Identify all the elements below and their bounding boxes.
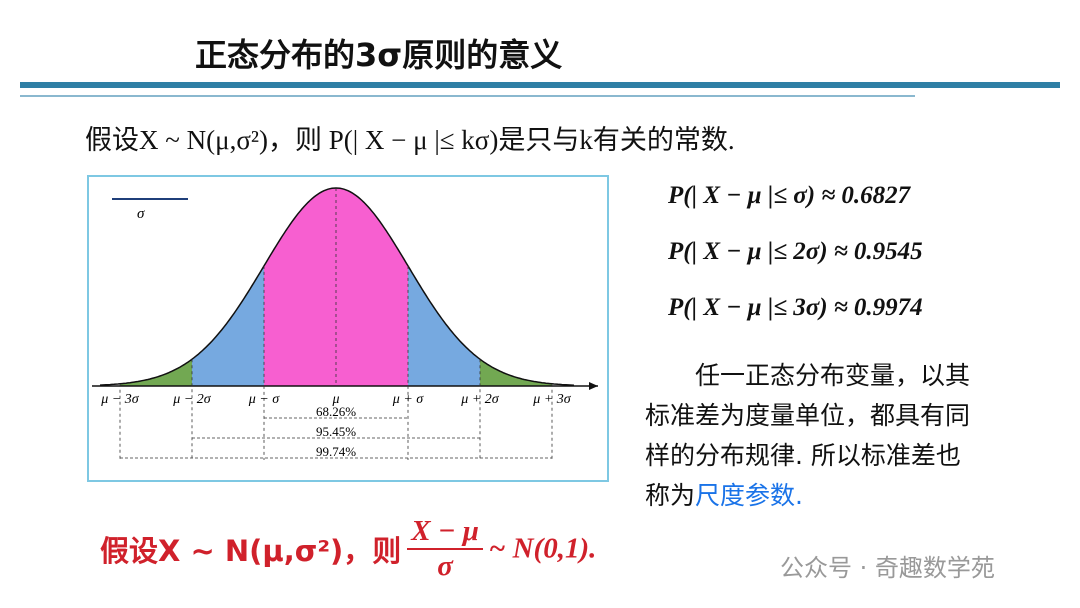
period: .: [795, 481, 803, 510]
axis-label: μ + σ: [392, 392, 424, 407]
header-rule: [20, 82, 1060, 97]
numerator: X − μ: [407, 515, 483, 550]
curve: [99, 187, 575, 386]
watermark: 公众号 · 奇趣数学苑: [780, 554, 995, 582]
region: [480, 359, 552, 386]
statement: 假设X ~ N(μ,σ²)，则 P(| X − μ |≤ kσ)是只与k有关的常…: [85, 125, 735, 155]
tail: ~ N(0,1).: [488, 532, 597, 565]
formula: P(| X − μ |≤ 2σ) ≈ 0.9545: [668, 238, 923, 265]
arrow: [589, 382, 598, 390]
interval-label: 68.26%: [316, 404, 356, 419]
region: [120, 359, 192, 386]
normal-figure: σ μ − 3σ μ − 2σ μ − σ μ μ + σ μ + 2σ μ + 3σ 68.…: [87, 175, 609, 482]
axis-label: μ + 2σ: [460, 392, 499, 407]
highlight: 尺度参数: [695, 481, 796, 510]
formula: P(| X − μ |≤ 3σ) ≈ 0.9974: [668, 294, 923, 321]
axis-label: μ − 3σ: [100, 392, 139, 407]
axis-label: μ: [331, 392, 339, 407]
bottom-formula: 假设X ~ N(μ,σ²)，则 X − μ σ ~ N(0,1).: [100, 515, 596, 585]
denominator: σ: [437, 550, 453, 582]
lead: 假设X ~ N(μ,σ²)，则: [100, 534, 402, 568]
paragraph: 任一正态分布变量，以其标准差为度量单位，都具有同样的分布规律. 所以标准差也称为…: [645, 356, 975, 516]
axis-label: μ − σ: [248, 392, 280, 407]
paragraph-text: 任一正态分布变量，以其标准差为度量单位，都具有同样的分布规律. 所以标准差也称为: [645, 361, 971, 510]
interval-label: 99.74%: [316, 444, 356, 459]
interval-label: 95.45%: [316, 424, 356, 439]
legend: σ: [137, 206, 145, 222]
axis-label: μ + 3σ: [532, 392, 571, 407]
formula: P(| X − μ |≤ σ) ≈ 0.6827: [668, 182, 911, 209]
title: 正态分布的3σ原则的意义: [195, 36, 563, 74]
axis-label: μ − 2σ: [172, 392, 211, 407]
